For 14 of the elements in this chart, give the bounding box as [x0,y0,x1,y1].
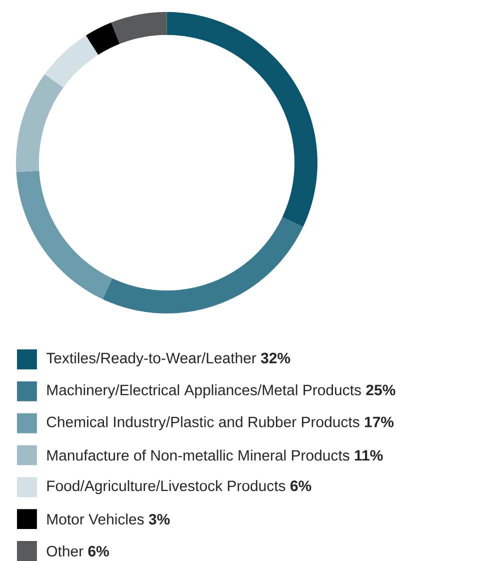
data-label: 6% [290,480,312,492]
data-label: 11% [354,450,383,461]
legend-label: Chemical Industry/Plastic and Rubber Products [46,416,360,430]
legend-label: Textiles/Ready-to-Wear/Leather [46,352,256,366]
legend-label: Manufacture of Non-metallic Mineral Products [47,450,350,461]
data-label: 25% [366,384,396,396]
legend-label: Other [46,546,84,557]
data-label: 17% [364,416,394,428]
data-label: 6% [88,546,109,557]
data-label: 3% [148,514,170,525]
legend-label: Food/Agriculture/Livestock Products [47,480,286,494]
legend-label: Machinery/Electrical Appliances/Metal Products [47,384,361,398]
data-label: 32% [260,352,290,364]
legend-label: Motor Vehicles [47,514,144,525]
